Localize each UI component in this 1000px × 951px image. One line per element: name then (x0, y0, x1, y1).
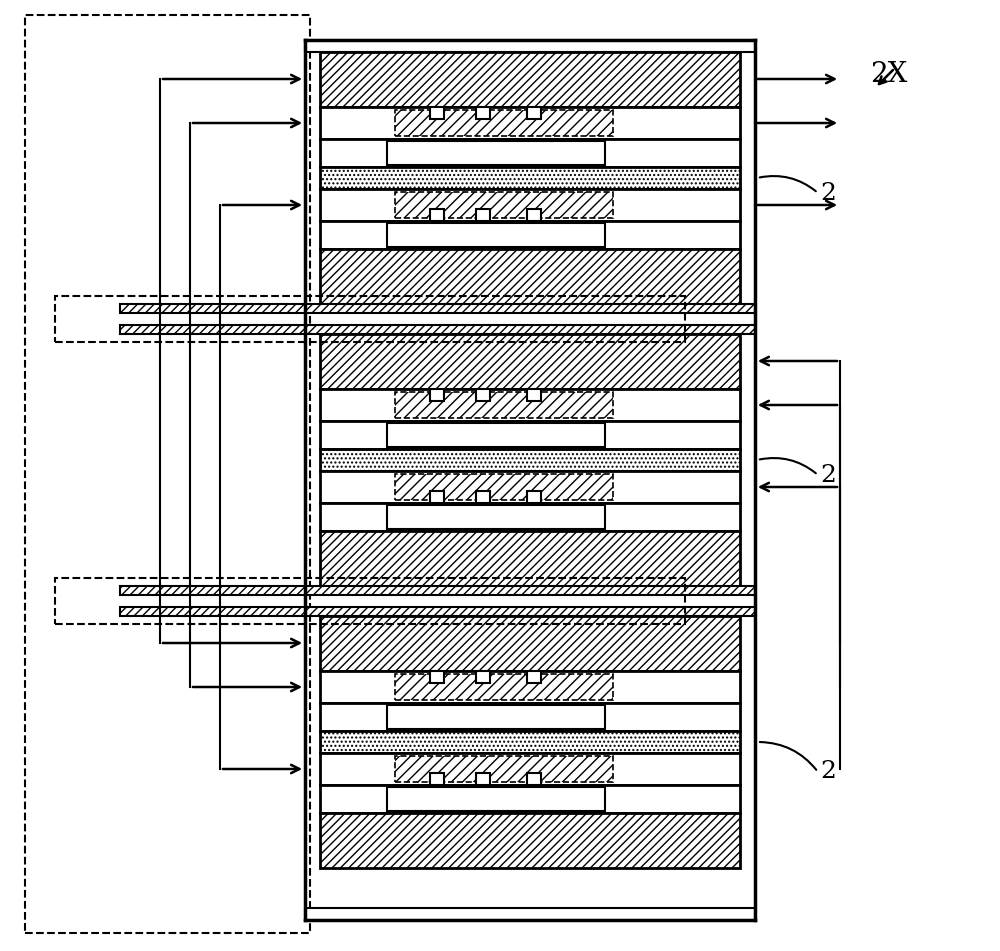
Bar (430, 491, 444, 503)
Bar (320, 731, 740, 753)
Text: 2X: 2X (870, 62, 907, 88)
Bar (320, 785, 740, 813)
Bar (120, 325, 755, 334)
Bar (320, 249, 740, 304)
Bar (430, 671, 444, 683)
Bar (387, 223, 605, 247)
Bar (430, 209, 444, 221)
Bar (476, 107, 490, 119)
Bar (387, 787, 605, 811)
Bar (320, 671, 740, 703)
Text: 2: 2 (820, 182, 836, 204)
Bar (527, 209, 541, 221)
Bar (387, 705, 605, 729)
Bar (320, 753, 740, 785)
Bar (387, 141, 605, 165)
Bar (305, 40, 755, 52)
Bar (320, 421, 740, 449)
Bar (476, 209, 490, 221)
Bar (320, 616, 740, 671)
Bar (320, 389, 740, 421)
Bar (320, 221, 740, 249)
Bar (320, 334, 740, 389)
Bar (320, 813, 740, 868)
Bar (527, 671, 541, 683)
Bar (320, 139, 740, 167)
Bar (120, 586, 755, 595)
Bar (25, 15, 310, 933)
Bar (387, 423, 605, 447)
Bar (320, 189, 740, 221)
Bar (476, 773, 490, 785)
Bar (387, 505, 605, 529)
Bar (476, 491, 490, 503)
Bar (305, 908, 755, 920)
Bar (527, 773, 541, 785)
Bar (320, 52, 740, 107)
Bar (476, 671, 490, 683)
Bar (395, 756, 613, 782)
Bar (430, 389, 444, 401)
Bar (55, 296, 685, 342)
Bar (320, 107, 740, 139)
Bar (320, 449, 740, 471)
Bar (395, 392, 613, 418)
Bar (120, 304, 755, 313)
Text: 2: 2 (820, 761, 836, 784)
Bar (120, 607, 755, 616)
Bar (527, 107, 541, 119)
Bar (55, 578, 685, 624)
Bar (320, 471, 740, 503)
Bar (430, 107, 444, 119)
Text: 2: 2 (820, 463, 836, 487)
Bar (476, 389, 490, 401)
Bar (320, 503, 740, 531)
Bar (527, 389, 541, 401)
Bar (395, 192, 613, 218)
Bar (395, 674, 613, 700)
Bar (527, 491, 541, 503)
Bar (395, 110, 613, 136)
Bar (320, 531, 740, 586)
Bar (430, 773, 444, 785)
Bar (395, 474, 613, 500)
Bar (320, 703, 740, 731)
Bar (320, 167, 740, 189)
